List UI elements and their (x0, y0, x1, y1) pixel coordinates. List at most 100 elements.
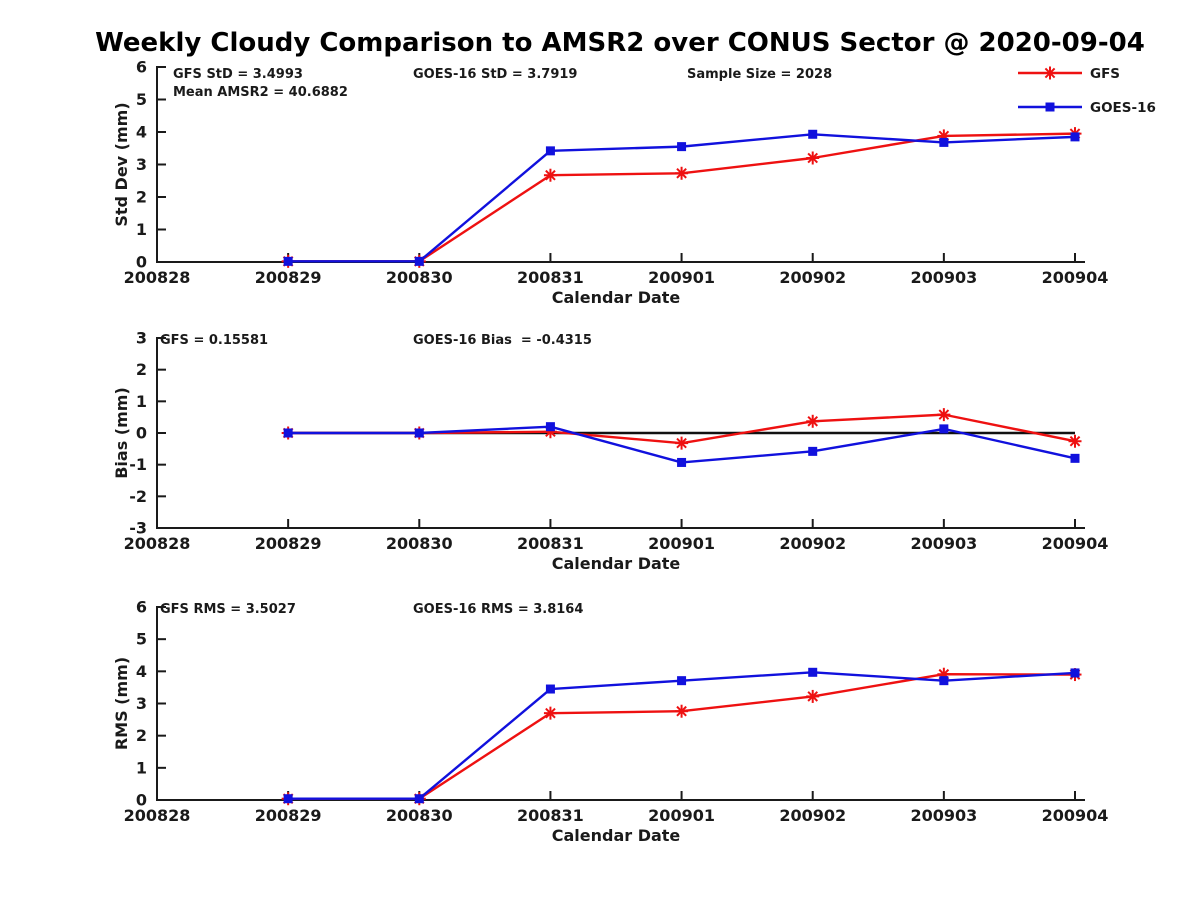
y-tick-label: 3 (136, 329, 147, 348)
stat-annotation: GOES-16 RMS = 3.8164 (413, 602, 583, 617)
y-tick-label: 5 (136, 90, 147, 109)
square-marker (939, 676, 949, 686)
series-goes-16-line (288, 671, 1076, 800)
y-tick-label: 5 (136, 630, 147, 649)
y-tick-label: 2 (136, 360, 147, 379)
asterisk-marker (806, 414, 820, 428)
legend-label-gfs: GFS (1090, 66, 1120, 82)
x-tick-label: 200903 (910, 268, 977, 287)
series-gfs-line (288, 673, 1076, 800)
square-marker (677, 142, 687, 152)
x-tick-label: 200829 (255, 268, 322, 287)
x-tick-label: 200903 (910, 806, 977, 825)
panel-std-dev: 0 1 2 3 4 5 6 200828 200829 200830 200831 200901 200… (112, 58, 1108, 308)
square-marker (414, 794, 424, 804)
x-tick-label: 200831 (517, 806, 584, 825)
y-tick-label: -3 (129, 519, 147, 538)
stat-annotation: GOES-16 StD = 3.7919 (413, 67, 577, 82)
y-tick-label: 1 (136, 392, 147, 411)
x-tick-label: 200902 (779, 268, 846, 287)
y-tick-label: -1 (129, 455, 147, 474)
x-tick-label: 200904 (1042, 534, 1109, 553)
x-axis-title: Calendar Date (552, 288, 681, 307)
asterisk-marker (675, 166, 689, 180)
square-marker (939, 424, 949, 434)
y-tick-label: 6 (136, 58, 147, 77)
asterisk-marker (675, 436, 689, 450)
x-tick-label: 200904 (1042, 806, 1109, 825)
legend: GFS GOES-16 (1018, 66, 1156, 116)
panel-bias: -3 -2 -1 0 1 2 3 200828 200829 200830 200831 200901… (112, 329, 1108, 574)
x-tick-label: 200902 (779, 534, 846, 553)
y-tick-label: 3 (136, 694, 147, 713)
y-tick-label: 2 (136, 726, 147, 745)
asterisk-marker (675, 704, 689, 718)
asterisk-marker (806, 151, 820, 165)
x-tick-label: 200829 (255, 534, 322, 553)
square-marker (414, 428, 424, 438)
panel-rms: 0 1 2 3 4 5 6 200828 200829 200830 200831 200901 200… (112, 598, 1108, 846)
series-goes-16 (283, 129, 1080, 266)
series-goes-16-line (288, 133, 1076, 263)
legend-entry-goes-16: GOES-16 (1018, 100, 1156, 116)
figure-title: Weekly Cloudy Comparison to AMSR2 over C… (95, 28, 1145, 58)
y-tick-label: 3 (136, 155, 147, 174)
x-tick-label: 200828 (124, 534, 191, 553)
y-tick-label: 4 (136, 123, 147, 142)
y-tick-label: 0 (136, 424, 147, 443)
asterisk-marker (1043, 66, 1057, 80)
asterisk-marker (1068, 434, 1082, 448)
asterisk-marker (806, 689, 820, 703)
legend-label-goes-16: GOES-16 (1090, 100, 1156, 116)
square-marker (545, 422, 555, 432)
series-goes-16 (283, 667, 1080, 804)
stat-annotation: Sample Size = 2028 (687, 67, 832, 82)
x-tick-label: 200901 (648, 806, 715, 825)
series-gfs-line (288, 132, 1076, 263)
square-marker (808, 667, 818, 677)
square-marker (1070, 132, 1080, 142)
x-axis-title: Calendar Date (552, 554, 681, 573)
square-marker (677, 457, 687, 467)
y-axis-title: Bias (mm) (112, 387, 131, 479)
y-axis-title: Std Dev (mm) (112, 102, 131, 226)
y-tick-label: 2 (136, 188, 147, 207)
square-marker (283, 256, 293, 266)
stat-annotation: Mean AMSR2 = 40.6882 (173, 85, 348, 100)
square-marker (283, 428, 293, 438)
x-tick-label: 200901 (648, 534, 715, 553)
x-tick-label: 200830 (386, 534, 453, 553)
x-tick-label: 200830 (386, 806, 453, 825)
stat-annotation: GFS StD = 3.4993 (173, 67, 303, 82)
series-goes-16 (283, 422, 1080, 467)
legend-entry-gfs: GFS (1018, 66, 1120, 82)
x-tick-label: 200904 (1042, 268, 1109, 287)
stat-annotation: GOES-16 Bias = -0.4315 (413, 333, 592, 348)
square-marker (939, 137, 949, 147)
y-tick-label: -2 (129, 487, 147, 506)
x-axis-title: Calendar Date (552, 826, 681, 845)
stat-annotation: GFS = 0.15581 (160, 333, 268, 348)
square-marker (808, 446, 818, 456)
y-tick-label: 0 (136, 253, 147, 272)
y-tick-label: 6 (136, 598, 147, 617)
x-tick-label: 200831 (517, 534, 584, 553)
y-tick-label: 0 (136, 791, 147, 810)
x-tick-label: 200831 (517, 268, 584, 287)
x-tick-label: 200829 (255, 806, 322, 825)
asterisk-marker (543, 168, 557, 182)
x-tick-label: 200830 (386, 268, 453, 287)
x-tick-label: 200828 (124, 268, 191, 287)
asterisk-marker (543, 706, 557, 720)
y-tick-label: 1 (136, 758, 147, 777)
y-tick-label: 4 (136, 662, 147, 681)
series-gfs (281, 408, 1082, 450)
square-marker (414, 256, 424, 266)
square-marker (1070, 453, 1080, 463)
square-marker (545, 146, 555, 156)
square-marker (1045, 102, 1055, 112)
x-tick-label: 200828 (124, 806, 191, 825)
stat-annotation: GFS RMS = 3.5027 (160, 602, 296, 617)
